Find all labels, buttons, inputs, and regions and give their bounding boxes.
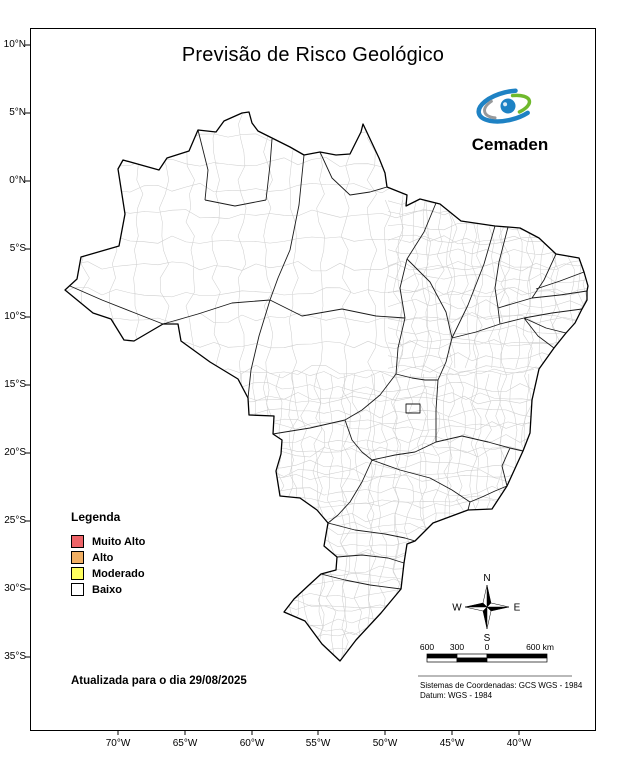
cemaden-logo: Cemaden [472,88,549,154]
logo-wordmark: Cemaden [472,135,549,154]
brazil-map [64,111,589,662]
state-boundaries [69,129,588,590]
scale-label-0: 0 [485,642,490,652]
legend-item-baixo: Baixo [71,583,145,596]
legend-label-baixo: Baixo [92,583,122,596]
legend-item-muito-alto: Muito Alto [71,535,145,548]
map-frame [30,28,596,731]
legend-title: Legenda [71,510,121,524]
legend: Legenda Muito Alto Alto Moderado Baixo [71,510,145,599]
legend-swatch-baixo [71,583,84,596]
graticule-ticks [25,44,520,735]
datum-note: Datum: WGS - 1984 [420,691,493,700]
lat-tick-label: 10°S [4,311,26,322]
lon-tick-label: 55°W [305,738,331,749]
legend-swatch-alto [71,551,84,564]
lat-tick-label: 35°S [4,651,26,662]
legend-item-alto: Alto [71,551,145,564]
logo-eye-icon [476,88,540,124]
scale-label-600-km: 600 km [526,642,554,652]
legend-label-muito-alto: Muito Alto [92,535,146,548]
scale-label-300: 300 [450,642,464,652]
legend-item-moderado: Moderado [71,567,145,580]
legend-swatch-muito-alto [71,535,84,548]
compass-east-label: E [514,603,521,614]
lon-tick-label: 60°W [239,738,265,749]
lat-tick-label: 5°S [9,243,26,254]
legend-label-alto: Alto [92,551,114,564]
legend-label-moderado: Moderado [92,567,145,580]
lon-tick-label: 70°W [105,738,131,749]
scale-bar: 600 300 0 600 km [418,642,572,677]
lat-tick-label: 20°S [4,447,26,458]
map-title: Previsão de Risco Geológico [181,44,445,66]
lat-tick-label: 0°N [9,175,26,186]
lat-tick-label: 30°S [4,583,26,594]
scale-label-600-left: 600 [420,642,434,652]
lat-tick-label: 15°S [4,379,26,390]
lon-tick-label: 45°W [439,738,465,749]
compass-star-white [464,584,510,630]
lat-tick-label: 5°N [9,107,26,118]
lat-tick-label: 25°S [4,515,26,526]
compass-rose: N S E W [452,573,520,644]
lon-tick-label: 65°W [172,738,198,749]
compass-south-label: S [484,633,491,644]
lon-tick-label: 50°W [372,738,398,749]
lat-tick-label: 10°N [3,39,26,50]
scale-bar-segments [426,653,548,663]
coordinate-system-note: Sistemas de Coordenadas: GCS WGS - 1984 [420,681,583,690]
compass-west-label: W [452,603,462,614]
updated-date-note: Atualizada para o dia 29/08/2025 [71,675,247,687]
legend-swatch-moderado [71,567,84,580]
lon-tick-label: 40°W [506,738,532,749]
compass-north-label: N [483,573,490,584]
